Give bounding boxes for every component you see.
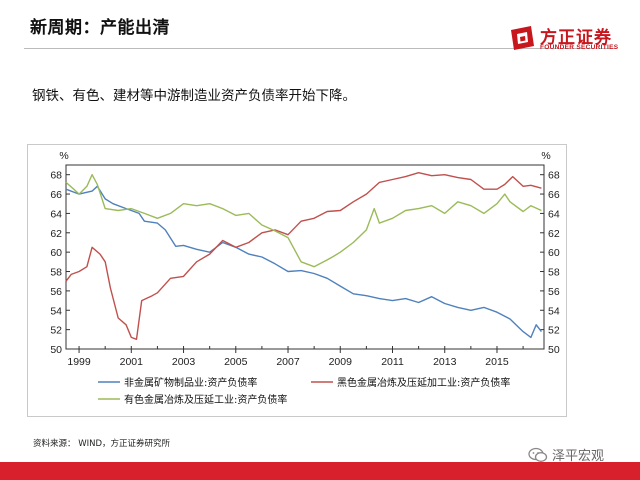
y-left-tick-label: 54 (50, 305, 62, 317)
x-tick-label: 2005 (224, 356, 248, 368)
y-right-tick-label: 60 (548, 247, 560, 259)
y-right-tick-label: 62 (548, 228, 560, 240)
logo-cn-text: 方正证券 (540, 28, 612, 48)
x-tick-label: 2013 (433, 356, 457, 368)
legend-label-3: 有色金属冶炼及压延工业:资产负债率 (124, 393, 287, 406)
series-line-2 (65, 172, 542, 341)
wechat-account-name: 泽平宏观 (552, 449, 605, 464)
x-tick-label: 1999 (67, 356, 91, 368)
x-tick-label: 2007 (276, 356, 300, 368)
y-left-unit: % (59, 150, 68, 162)
y-left-tick-label: 50 (50, 344, 62, 356)
slide-subtitle: 钢铁、有色、建材等中游制造业资产负债率开始下降。 (32, 88, 356, 104)
wechat-icon (528, 447, 548, 462)
x-tick-label: 2015 (485, 356, 509, 368)
y-right-tick-label: 68 (548, 170, 560, 182)
y-left-tick-label: 60 (50, 247, 62, 259)
page-title: 新周期：产能出清 (30, 18, 170, 38)
founder-securities-logo: 方正证券 FOUNDER SECURITIES (508, 24, 624, 60)
y-left-tick-label: 52 (50, 325, 62, 337)
logo-en-text: FOUNDER SECURITIES (540, 44, 619, 51)
y-right-tick-label: 50 (548, 344, 560, 356)
legend-label-1: 非金属矿物制品业:资产负债率 (124, 376, 257, 389)
x-tick-label: 2001 (120, 356, 144, 368)
plot-frame (65, 164, 545, 350)
y-left-tick-label: 56 (50, 286, 62, 298)
y-right-tick-label: 56 (548, 286, 560, 298)
founder-logo-mark-icon (511, 26, 534, 50)
y-left-tick-label: 58 (50, 267, 62, 279)
chart-panel: %% 50 50 52 52 54 54 56 56 58 58 60 60 62 62 64 64 66 66 68… (27, 144, 567, 417)
series-line-3 (65, 174, 542, 268)
footer-bar (0, 462, 640, 480)
y-right-unit: % (541, 150, 550, 162)
y-right-tick-label: 58 (548, 267, 560, 279)
y-right-tick-label: 54 (548, 305, 560, 317)
y-right-tick-label: 64 (548, 208, 560, 220)
debt-ratio-line-chart: % % 50 50 52 52 54 54 56 56 58 58 60 60 62 62 64 64 66 66 68… (50, 150, 560, 406)
y-left-tick-label: 64 (50, 208, 62, 220)
series-line-1 (65, 185, 542, 339)
title-divider (24, 48, 616, 49)
data-source-note: 资料来源： WIND，方正证券研究所 (33, 439, 171, 449)
x-tick-label: 2009 (329, 356, 353, 368)
y-right-tick-label: 52 (548, 325, 560, 337)
y-left-tick-label: 68 (50, 170, 62, 182)
y-left-tick-label: 62 (50, 228, 62, 240)
legend-label-2: 黑色金属冶炼及压延加工业:资产负债率 (337, 376, 510, 389)
wechat-watermark: 泽平宏观 (528, 445, 604, 464)
y-left-tick-label: 66 (50, 189, 62, 201)
x-tick-label: 2011 (381, 356, 404, 368)
y-right-tick-label: 66 (548, 189, 560, 201)
x-tick-label: 2003 (172, 356, 196, 368)
